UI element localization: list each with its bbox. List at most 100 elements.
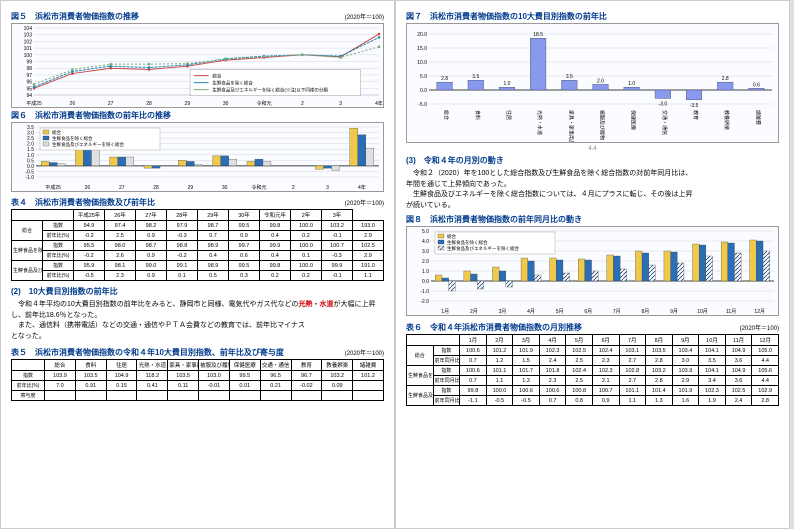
svg-text:教育: 教育 xyxy=(692,110,699,120)
table5-title: 表５ 浜松市消費者物価指数の令和４年10大費目別指数、前年比及び寄与度 xyxy=(11,347,284,358)
svg-text:29: 29 xyxy=(185,101,191,107)
svg-text:30: 30 xyxy=(223,101,229,107)
svg-text:3.0: 3.0 xyxy=(422,249,429,255)
cell: 102.5 xyxy=(353,241,384,251)
sec3-title: (3) 令和４年の月別の動き xyxy=(406,155,779,166)
cell: 101.9 xyxy=(672,386,699,396)
row-key: 寄与度 xyxy=(12,391,45,401)
cell: 98.9 xyxy=(198,241,229,251)
svg-text:保健医療: 保健医療 xyxy=(630,110,637,130)
svg-text:1.0: 1.0 xyxy=(27,153,34,159)
cell: 0.9 xyxy=(592,396,619,406)
col-header: 食料 xyxy=(75,360,106,371)
svg-text:10.0: 10.0 xyxy=(417,60,427,66)
col-header: 4月 xyxy=(539,335,566,346)
cell: 0.4 xyxy=(260,231,291,241)
svg-text:3.5: 3.5 xyxy=(472,74,479,80)
svg-text:98: 98 xyxy=(26,66,32,72)
col-header: 諸雑費 xyxy=(353,360,384,371)
svg-text:20.0: 20.0 xyxy=(417,32,427,38)
svg-text:2.8: 2.8 xyxy=(441,76,448,82)
col-header: 総合 xyxy=(45,360,76,371)
cell: 100.0 xyxy=(291,241,322,251)
col-header: 30年 xyxy=(229,210,260,221)
svg-text:94: 94 xyxy=(26,93,32,99)
cell: 99.5 xyxy=(229,371,260,381)
cell: 97.4 xyxy=(105,221,136,231)
cell: 100.6 xyxy=(539,386,566,396)
cell: 101.8 xyxy=(539,366,566,376)
cell: 97.9 xyxy=(167,221,198,231)
cell: 2.8 xyxy=(646,376,673,386)
cell: 103.5 xyxy=(168,371,199,381)
divider: 4.4 xyxy=(406,146,779,152)
svg-text:3月: 3月 xyxy=(499,309,507,315)
cell: 98.2 xyxy=(136,221,167,231)
table4-title: 表４ 浜松市消費者物価指数及び前年比 xyxy=(11,197,155,208)
cell: 102.5 xyxy=(725,386,752,396)
row-key: 前年比(%) xyxy=(43,231,74,241)
col-header: 家具・家事用品 xyxy=(168,360,199,371)
row-group: 総合 xyxy=(12,221,43,241)
cell: 191.0 xyxy=(353,261,384,271)
col-header: 7月 xyxy=(619,335,646,346)
cell xyxy=(199,391,230,401)
svg-text:総合: 総合 xyxy=(52,129,61,136)
cell: 95.5 xyxy=(74,241,105,251)
svg-text:令和元: 令和元 xyxy=(251,184,266,191)
row-group: 総合 xyxy=(407,346,434,366)
svg-text:11月: 11月 xyxy=(726,309,736,315)
cell: 103.9 xyxy=(45,371,76,381)
cell: -0.2 xyxy=(167,251,198,261)
svg-text:諸雑費: 諸雑費 xyxy=(754,110,761,125)
cell: 103.2 xyxy=(322,371,353,381)
cell: 0.3 xyxy=(229,271,260,281)
cell: 100.8 xyxy=(566,386,593,396)
row-key: 前年比(%) xyxy=(43,271,74,281)
cell: 98.7 xyxy=(198,221,229,231)
cell: 100.0 xyxy=(486,386,513,396)
fig5-title: 図５ 浜松市消費者物価指数の推移 xyxy=(11,11,139,22)
table6-unit: (2020年＝100) xyxy=(740,323,779,332)
cell: 2.3 xyxy=(539,376,566,386)
cell: 99.5 xyxy=(229,261,260,271)
cell: 103.5 xyxy=(75,371,106,381)
col-header: 交通・通信 xyxy=(260,360,291,371)
row-group: 生鮮食品を除く総合 xyxy=(12,241,43,261)
fig7-chart: -5.00.05.010.015.020.0総合2.8食料3.5住居1.0光熱・… xyxy=(406,23,779,143)
cell: 0.2 xyxy=(291,231,322,241)
cell: 2.9 xyxy=(353,231,384,241)
cell: 99.9 xyxy=(322,261,353,271)
cell: 98.8 xyxy=(167,241,198,251)
svg-text:4.0: 4.0 xyxy=(422,239,429,245)
cell: 101.7 xyxy=(513,366,540,376)
cell: 100.7 xyxy=(322,241,353,251)
cell: 102.3 xyxy=(699,386,726,396)
svg-text:0.5: 0.5 xyxy=(27,158,34,164)
svg-text:4年: 4年 xyxy=(358,184,366,191)
svg-text:100: 100 xyxy=(24,53,33,59)
svg-text:生鮮食品及びエネルギーを除く総合: 生鮮食品及びエネルギーを除く総合 xyxy=(52,141,124,148)
cell: 0.1 xyxy=(167,271,198,281)
cell: 102.9 xyxy=(752,386,779,396)
cell: 101.2 xyxy=(486,346,513,356)
page-right: 図７ 浜松市消費者物価指数の10大費目別指数の前年比 -5.00.05.010.… xyxy=(395,0,790,529)
fig7-title: 図７ 浜松市消費者物価指数の10大費目別指数の前年比 xyxy=(406,11,779,22)
col-header: 保健医療 xyxy=(229,360,260,371)
cell: 2.4 xyxy=(725,396,752,406)
cell: 4.4 xyxy=(752,356,779,366)
cell: 101.2 xyxy=(353,371,384,381)
fig5-unit: (2020年＝100) xyxy=(345,12,384,21)
svg-text:4年: 4年 xyxy=(375,100,383,107)
cell: 99.8 xyxy=(260,221,291,231)
cell: 94.9 xyxy=(74,221,105,231)
svg-text:5.0: 5.0 xyxy=(422,229,429,235)
cell: 100.0 xyxy=(291,261,322,271)
svg-text:平成25: 平成25 xyxy=(26,100,42,107)
cell: 104.9 xyxy=(725,366,752,376)
cell: 105.0 xyxy=(752,346,779,356)
row-key: 指数 xyxy=(433,386,460,396)
cell: 103.9 xyxy=(672,366,699,376)
cell: 0.01 xyxy=(229,381,260,391)
svg-text:95: 95 xyxy=(26,86,32,92)
